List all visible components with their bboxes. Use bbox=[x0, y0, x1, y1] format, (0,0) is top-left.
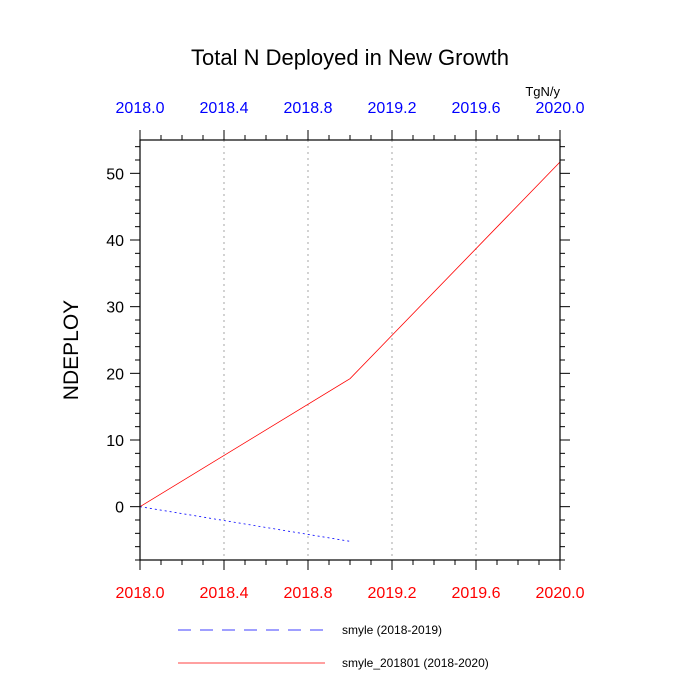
x-tick-label: 2020.0 bbox=[536, 585, 585, 602]
x-top-tick-label: 2019.6 bbox=[452, 100, 501, 117]
y-tick-label: 0 bbox=[115, 500, 124, 517]
y-tick-label: 50 bbox=[106, 166, 124, 183]
x-tick-label: 2018.0 bbox=[116, 585, 165, 602]
y-tick-label: 10 bbox=[106, 433, 124, 450]
series-line bbox=[139, 161, 561, 508]
x-tick-label: 2019.2 bbox=[368, 585, 417, 602]
ticks: 2018.0 2018.0 2018.4 2018.4 2018.8 2018.8 2019… bbox=[106, 100, 584, 602]
y-tick-label: 30 bbox=[106, 300, 124, 317]
x-top-tick-label: 2020.0 bbox=[536, 100, 585, 117]
x-tick-label: 2018.8 bbox=[284, 585, 333, 602]
x-top-tick-label: 2019.2 bbox=[368, 100, 417, 117]
legend-label: smyle_201801 (2018-2020) bbox=[342, 656, 489, 670]
x-top-tick-label: 2018.4 bbox=[200, 100, 249, 117]
x-tick-label: 2019.6 bbox=[452, 585, 501, 602]
grid bbox=[223, 140, 477, 560]
series-line bbox=[139, 506, 351, 542]
x-tick-label: 2018.4 bbox=[200, 585, 249, 602]
chart-title: Total N Deployed in New Growth bbox=[191, 45, 509, 70]
series-layer bbox=[139, 161, 561, 542]
x-top-tick-label: 2018.8 bbox=[284, 100, 333, 117]
legend-label: smyle (2018-2019) bbox=[342, 623, 442, 637]
y-axis-label: NDEPLOY bbox=[60, 300, 83, 400]
plot-frame bbox=[139, 139, 561, 561]
legend: smyle (2018-2019) smyle_201801 (2018-2020… bbox=[178, 623, 489, 670]
y-tick-label: 20 bbox=[106, 366, 124, 383]
x-top-tick-label: 2018.0 bbox=[116, 100, 165, 117]
y-tick-label: 40 bbox=[106, 233, 124, 250]
units-label: TgN/y bbox=[525, 84, 560, 99]
